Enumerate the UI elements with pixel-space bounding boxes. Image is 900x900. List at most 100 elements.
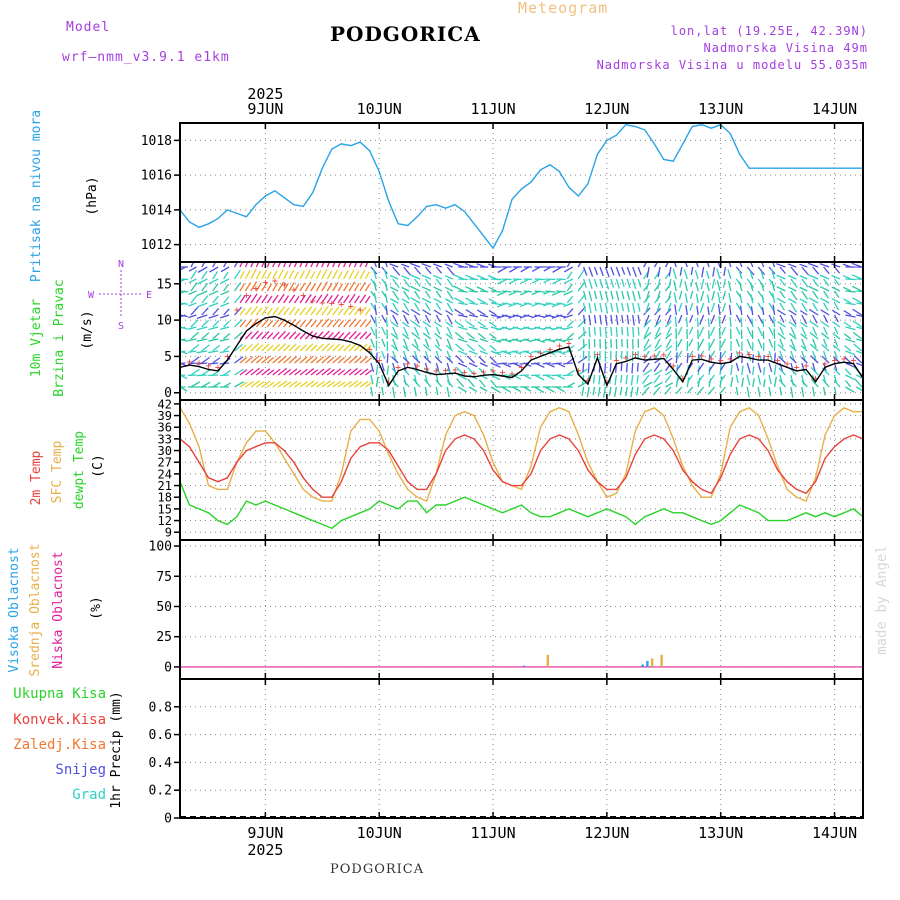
wind-arrow [208, 302, 219, 308]
wind-arrow [677, 338, 683, 348]
wind-arrow [209, 266, 219, 273]
wind-arrow [582, 314, 586, 325]
gust-marker: + [177, 359, 183, 370]
year-label-top: 2025 [247, 85, 283, 103]
sfc-temp-line-point [814, 477, 817, 479]
wind-arrow [604, 362, 607, 374]
wind-arrow [665, 338, 672, 348]
wind-arrow [401, 275, 410, 280]
dewpoint-line-point [369, 508, 371, 510]
wind-arrow [180, 386, 188, 392]
wind-arrow [749, 282, 754, 292]
t2m-line-point [435, 473, 437, 475]
wind-arrow [856, 362, 863, 367]
wind-arrow [446, 338, 452, 349]
wind-speed-line-point [482, 374, 485, 376]
pressure-line-point [340, 143, 342, 145]
wind-arrow [234, 343, 244, 352]
wind-arrow [856, 350, 863, 355]
wind-arrow [520, 266, 530, 273]
wind-speed-line-point [777, 363, 779, 365]
wind-arrow [490, 350, 501, 356]
wind-arrow [488, 321, 497, 328]
wind-arrow [844, 380, 852, 388]
wind-arrow [739, 293, 743, 304]
sfc-temp-line-point [758, 414, 760, 417]
wind-arrow [375, 364, 379, 376]
wind-arrow [762, 354, 765, 364]
sfc-temp-line-point [795, 496, 798, 498]
wind-arrow [831, 286, 841, 292]
wind-arrow [245, 380, 254, 388]
wind-arrow [723, 266, 727, 276]
wind-arrow [676, 350, 683, 359]
wind-arrow [332, 380, 342, 388]
wind-arrow [208, 362, 219, 365]
wind-arrow [370, 338, 375, 348]
year-label-bottom: 2025 [247, 841, 283, 859]
wind-arrow [771, 292, 776, 304]
wind-arrow [832, 332, 841, 340]
wind-arrow [374, 316, 378, 328]
wind-arrow [239, 262, 244, 268]
wind-arrow [757, 386, 761, 397]
wind-arrow [187, 350, 197, 353]
sfc-temp-line-point [701, 496, 703, 498]
wind-arrow [621, 266, 626, 275]
wind-arrow [779, 290, 786, 299]
wind-arrow [610, 326, 613, 336]
wind-arrow [599, 314, 602, 325]
wind-speed-line-point [416, 368, 418, 371]
dewpoint-line-point [596, 512, 598, 514]
wind-arrow [679, 266, 683, 276]
gust-marker: + [680, 373, 686, 384]
pressure-line-point [539, 169, 542, 171]
wind-arrow [822, 386, 826, 396]
wind-speed-line-point [445, 373, 447, 375]
wind-arrow [727, 269, 732, 280]
dewpoint-line-point [530, 512, 532, 514]
wind-arrow [343, 356, 352, 364]
wind-arrow [476, 274, 486, 280]
wind-arrow [245, 356, 254, 364]
wind-arrow [534, 386, 545, 393]
wind-arrow [180, 278, 186, 283]
dewpoint-line-point [672, 512, 674, 514]
wind-arrow [375, 376, 379, 388]
wind-arrow [679, 278, 683, 288]
wind-arrow [674, 316, 678, 328]
wind-arrow [208, 374, 219, 377]
wind-arrow [620, 374, 623, 384]
wind-arrow [531, 302, 541, 307]
wind-arrow [266, 344, 274, 352]
pressure-line-point [739, 153, 741, 155]
wind-arrow [552, 266, 563, 273]
wind-arrow [707, 306, 710, 316]
wind-arrow [665, 332, 673, 340]
wind-arrow [261, 306, 269, 316]
credit-watermark: made by Angel [874, 545, 890, 655]
sfc-temp-line-point [530, 465, 532, 467]
pressure-line-point [843, 167, 845, 169]
gust-marker: + [215, 363, 221, 374]
wind-arrow [453, 262, 464, 268]
gust-marker: + [547, 344, 553, 355]
y-tick-label: 24 [158, 467, 172, 481]
wind-arrow [604, 326, 608, 338]
wind-arrow [201, 307, 209, 316]
wind-arrow [741, 365, 744, 376]
wind-unit: (m/s) [80, 310, 95, 349]
wind-arrow [315, 343, 324, 352]
dewpoint-line-point [350, 516, 352, 518]
wind-arrow [676, 374, 683, 383]
dewpoint-line-point [568, 508, 570, 510]
wind-arrow [642, 374, 650, 385]
wind-arrow [768, 386, 772, 397]
x-tick-label-bottom: 10JUN [357, 824, 402, 842]
wind-arrow [234, 306, 243, 316]
wind-arrow [582, 362, 585, 373]
wind-arrow [190, 368, 200, 376]
gust-marker: + [424, 364, 430, 375]
wind-arrow [519, 350, 530, 354]
wind-arrow [772, 304, 776, 316]
